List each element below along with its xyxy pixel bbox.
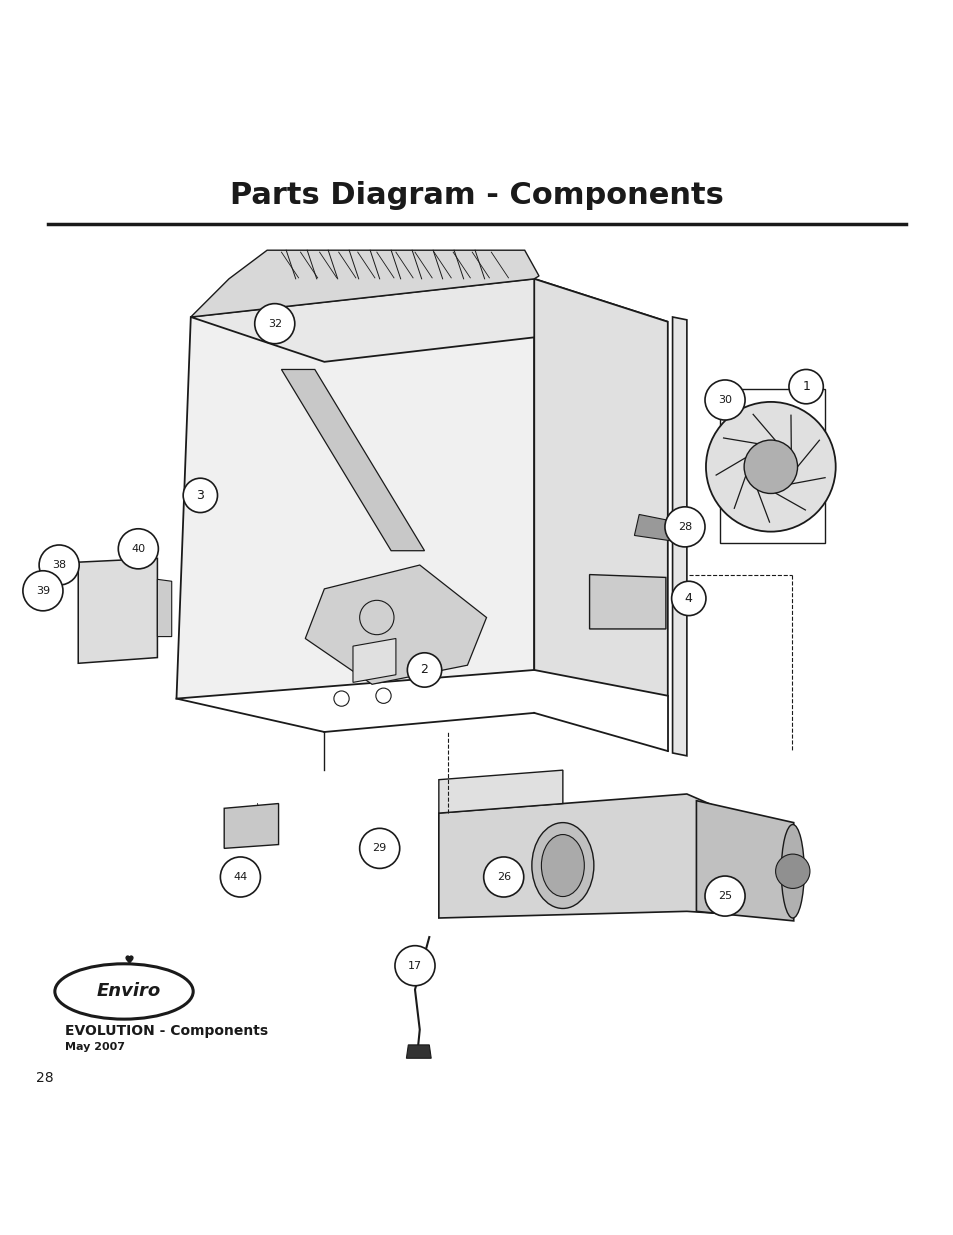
Circle shape [704,380,744,420]
Circle shape [23,571,63,611]
Text: 44: 44 [233,872,247,882]
Text: Parts Diagram - Components: Parts Diagram - Components [230,182,723,210]
Text: May 2007: May 2007 [65,1042,125,1052]
Text: 17: 17 [408,961,421,971]
Polygon shape [157,579,172,636]
Polygon shape [281,369,424,551]
Ellipse shape [781,825,803,918]
Text: 28: 28 [36,1071,53,1086]
Polygon shape [438,771,562,813]
Ellipse shape [531,823,593,909]
Polygon shape [672,317,686,756]
Circle shape [483,857,523,897]
Circle shape [359,829,399,868]
Text: 29: 29 [373,844,386,853]
Text: Enviro: Enviro [96,983,161,1000]
Polygon shape [534,279,667,695]
Circle shape [118,529,158,569]
Text: 32: 32 [268,319,281,329]
Circle shape [407,653,441,687]
Polygon shape [406,1045,431,1058]
Text: 28: 28 [678,522,691,532]
Text: 38: 38 [52,559,66,571]
Circle shape [220,857,260,897]
Polygon shape [696,800,793,921]
Circle shape [705,401,835,531]
Circle shape [788,369,822,404]
Polygon shape [589,574,665,629]
Text: 1: 1 [801,380,809,393]
Text: 3: 3 [196,489,204,501]
Circle shape [671,582,705,615]
Text: 4: 4 [684,592,692,605]
Polygon shape [78,558,157,663]
Circle shape [775,855,809,888]
Polygon shape [634,515,677,541]
Text: 30: 30 [718,395,731,405]
Polygon shape [305,566,486,684]
Text: EVOLUTION - Components: EVOLUTION - Components [65,1024,268,1037]
Polygon shape [191,279,667,362]
Circle shape [704,876,744,916]
Circle shape [664,506,704,547]
Polygon shape [438,794,789,918]
Polygon shape [176,279,534,699]
Text: 39: 39 [36,585,50,595]
Text: 2: 2 [420,663,428,677]
Circle shape [254,304,294,343]
Text: 26: 26 [497,872,510,882]
Circle shape [395,946,435,986]
Polygon shape [353,638,395,683]
Circle shape [183,478,217,513]
Text: 40: 40 [132,543,145,553]
Polygon shape [191,251,538,317]
Circle shape [39,545,79,585]
Circle shape [743,440,797,494]
Polygon shape [224,804,278,848]
Ellipse shape [55,963,193,1019]
Ellipse shape [540,835,583,897]
Text: 25: 25 [718,892,731,902]
